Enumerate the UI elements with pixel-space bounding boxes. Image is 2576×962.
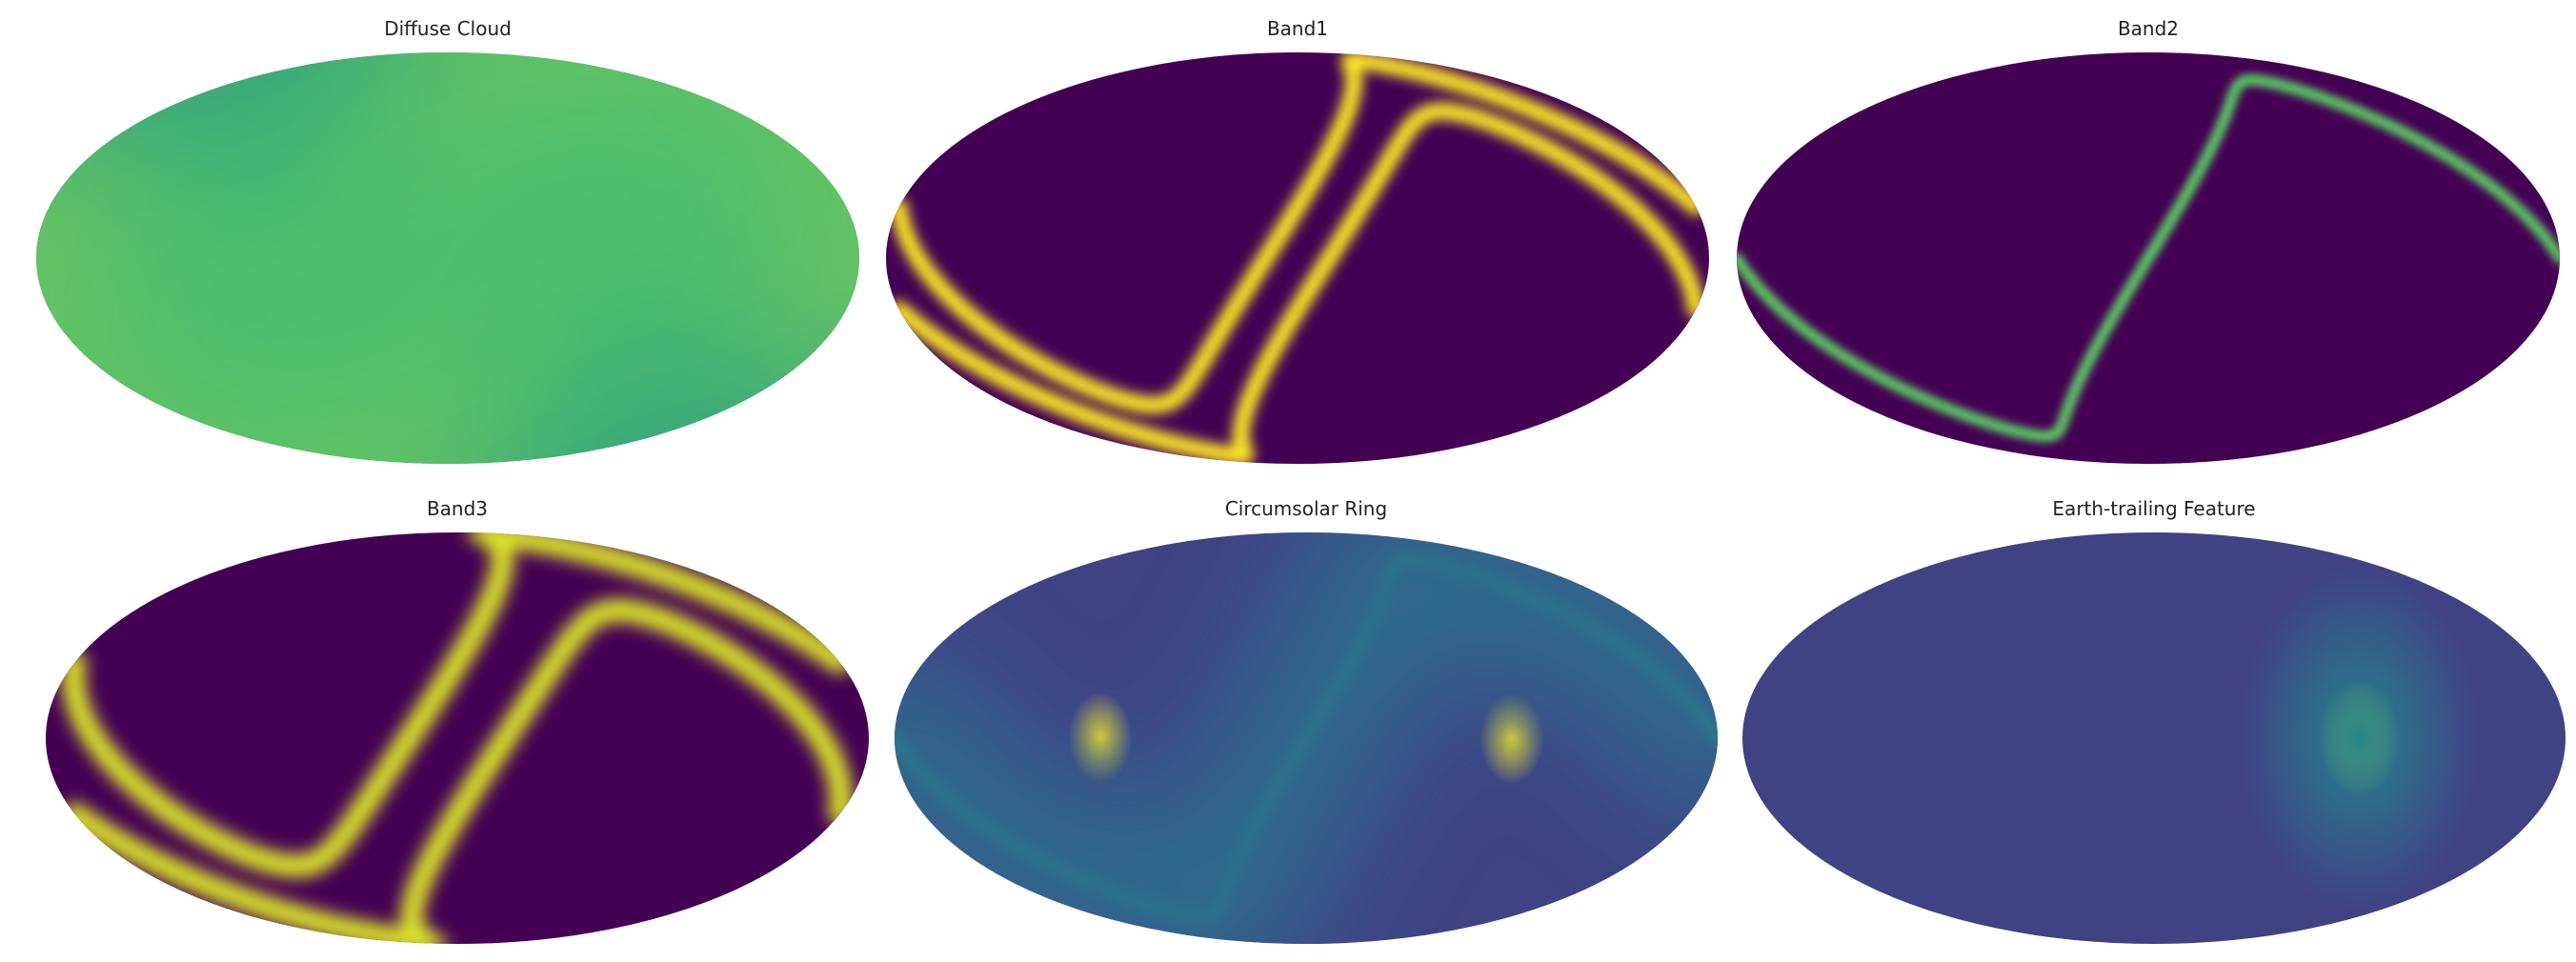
band-center — [1737, 73, 2560, 443]
ring-leading — [1479, 692, 1544, 784]
sky-map-earth-trailing-feature — [1742, 532, 2566, 944]
ring-trailing — [1068, 692, 1133, 784]
panel-title: Band2 — [2117, 17, 2180, 40]
band-upper — [890, 52, 1705, 414]
map-content — [1742, 532, 2566, 944]
sky-map-band2 — [1737, 52, 2560, 464]
panel-earth-trailing-feature: Earth-trailing Feature — [1740, 497, 2568, 962]
map-content — [1737, 52, 2560, 464]
panel-band1: Band1 — [883, 17, 1712, 493]
band-upper — [62, 532, 852, 878]
wide-halo — [36, 52, 859, 464]
panel-title: Band3 — [426, 497, 489, 520]
panel-title: Circumsolar Ring — [1224, 497, 1388, 520]
sky-map-circumsolar-ring — [895, 532, 1718, 944]
trailing-glow — [2240, 567, 2480, 910]
panel-title: Earth-trailing Feature — [2052, 497, 2256, 520]
sky-map-band3 — [46, 532, 869, 944]
map-background — [46, 532, 869, 944]
panel-title: Diffuse Cloud — [384, 17, 512, 40]
band-lower — [63, 598, 853, 944]
map-content — [895, 532, 1718, 944]
sky-map-band1 — [886, 52, 1709, 464]
map-content — [886, 52, 1709, 464]
panel-circumsolar-ring: Circumsolar Ring — [892, 497, 1721, 962]
ring-glow — [895, 532, 1718, 944]
panel-title: Band1 — [1266, 17, 1329, 40]
panel-diffuse-cloud: Diffuse Cloud — [33, 17, 862, 493]
sky-map-diffuse-cloud — [36, 52, 859, 464]
map-content — [46, 532, 869, 944]
panel-band2: Band2 — [1734, 17, 2563, 493]
band-lower — [890, 102, 1705, 464]
map-background — [886, 52, 1709, 464]
panel-band3: Band3 — [43, 497, 872, 962]
map-content — [36, 52, 859, 464]
